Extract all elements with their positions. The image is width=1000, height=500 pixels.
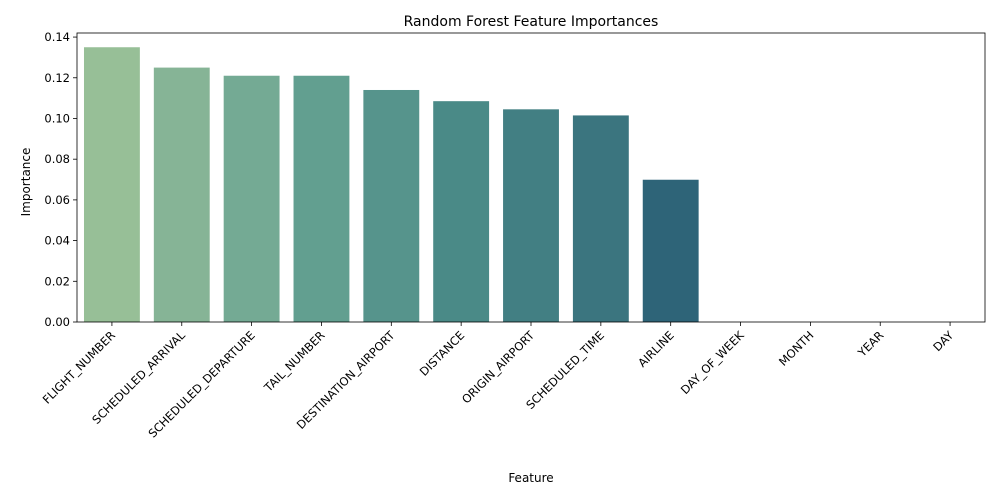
x-tick-label: AIRLINE	[635, 328, 677, 370]
y-axis-label: Importance	[19, 148, 33, 217]
bar-origin-airport	[503, 109, 559, 322]
y-tick-label: 0.06	[44, 193, 70, 207]
bar-airline	[642, 179, 699, 322]
bars-group	[83, 47, 699, 322]
x-tick-label: YEAR	[854, 328, 886, 360]
bar-scheduled-departure	[223, 75, 280, 322]
y-tick-label: 0.12	[44, 71, 70, 85]
x-tick-label: SCHEDULED_TIME	[523, 328, 607, 412]
x-tick-label: ORIGIN_AIRPORT	[459, 328, 538, 407]
chart-title: Random Forest Feature Importances	[404, 14, 659, 30]
x-tick-label: FLIGHT_NUMBER	[40, 328, 118, 406]
x-tick-label: DISTANCE	[417, 328, 468, 379]
y-tick-label: 0.00	[44, 315, 70, 329]
x-tick-label: DAY_OF_WEEK	[678, 328, 747, 397]
bar-destination-airport	[363, 89, 420, 322]
x-axis: FLIGHT_NUMBERSCHEDULED_ARRIVALSCHEDULED_…	[40, 322, 957, 441]
y-tick-label: 0.02	[44, 274, 70, 288]
bar-scheduled-time	[572, 115, 629, 322]
x-axis-label: Feature	[508, 471, 553, 485]
bar-scheduled-arrival	[153, 67, 210, 322]
y-tick-label: 0.14	[44, 30, 70, 44]
bar-distance	[433, 101, 490, 322]
bar-tail-number	[293, 75, 350, 322]
x-tick-label: MONTH	[776, 328, 816, 368]
y-axis: 0.00 0.02 0.04 0.06 0.08 0.10 0.12 0.14	[44, 30, 77, 329]
y-tick-label: 0.08	[44, 152, 70, 166]
y-tick-label: 0.04	[44, 234, 70, 248]
y-tick-label: 0.10	[44, 111, 70, 125]
bar-flight-number	[83, 47, 140, 322]
x-tick-label: DAY	[930, 328, 957, 355]
x-tick-label: TAIL_NUMBER	[261, 328, 328, 395]
